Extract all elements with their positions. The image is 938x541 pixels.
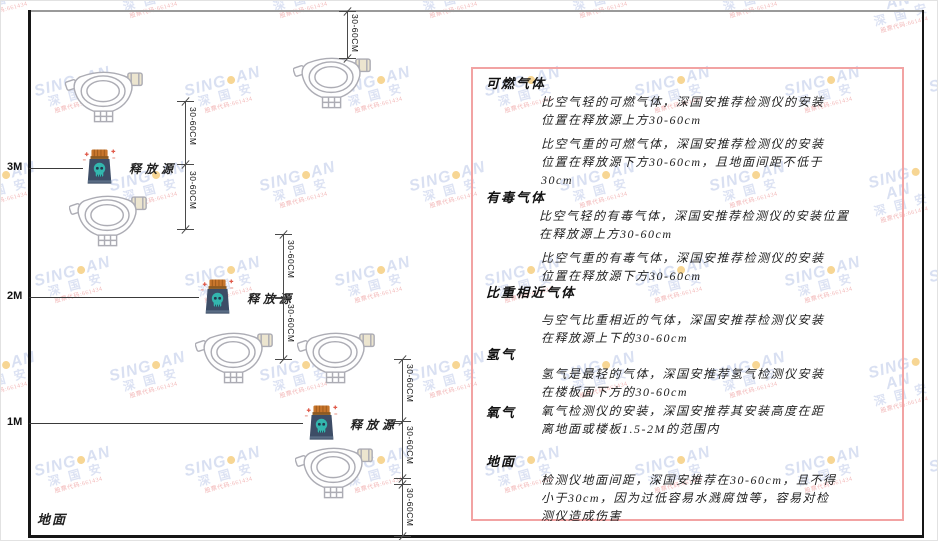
- dimension-label: 30-60CM: [405, 488, 415, 527]
- right-wall-line: [922, 10, 924, 538]
- watermark-dot-icon: [376, 455, 387, 465]
- watermark-dot-icon: [301, 170, 312, 180]
- section-heading-oxygen: 氧气: [486, 405, 517, 420]
- section-paragraph: 比空气轻的可燃气体，深国安推荐检测仪的安装 位置在释放源上方30-60cm: [541, 95, 825, 127]
- level-line-3m: [29, 168, 83, 169]
- section-paragraph: 比空气轻的有毒气体，深国安推荐检测仪的安装位置 在释放源上方30-60cm: [539, 209, 850, 241]
- section-paragraph: 与空气比重相近的气体，深国安推荐检测仪安装 在释放源上下的30-60cm: [541, 313, 825, 345]
- info-panel: 可燃气体 比空气轻的可燃气体，深国安推荐检测仪的安装 位置在释放源上方30-60c…: [471, 67, 904, 523]
- height-axis-line: [28, 10, 31, 538]
- level-line-2m: [29, 297, 199, 298]
- watermark-dot-icon: [910, 167, 921, 177]
- section-paragraph: 比空气重的有毒气体，深国安推荐检测仪的安装 位置在释放源下方30-60cm: [541, 251, 825, 283]
- section-paragraph: 比空气重的可燃气体，深国安推荐检测仪的安装 位置在释放源下方30-60cm，且地面…: [541, 137, 825, 187]
- watermark-dot-icon: [76, 455, 87, 465]
- section-paragraph: 检测仪地面间距，深国安推荐在30-60cm，且不得 小于30cm，因为过低容易水溅…: [541, 473, 837, 523]
- gas-detector-icon: [295, 441, 375, 499]
- section-paragraph: 氧气检测仪的安装，深国安推荐其安装高度在距 离地面或楼板1.5-2M的范围内: [541, 404, 825, 436]
- section-heading-ground: 地面: [486, 454, 517, 469]
- dimension-line: 30-60CM 30-60CM: [177, 97, 198, 234]
- watermark-dot-icon: [451, 170, 462, 180]
- watermark-dot-icon: [226, 265, 237, 275]
- connector-1m: [387, 423, 403, 424]
- release-source-label: 释放源: [350, 418, 399, 432]
- watermark-dot-icon: [76, 265, 87, 275]
- gas-detector-icon: [293, 51, 373, 109]
- release-source-icon: [199, 277, 237, 318]
- release-source-icon: [303, 403, 341, 444]
- watermark-dot-icon: [376, 265, 387, 275]
- dimension-label: 30-60CM: [286, 304, 296, 343]
- section-paragraph: 氢气是最轻的气体，深国安推荐氢气检测仪安装 在楼板面下方的30-60cm: [541, 367, 825, 399]
- section-heading-combustible: 可燃气体: [486, 76, 547, 91]
- watermark-dot-icon: [451, 360, 462, 370]
- release-source-icon: [81, 147, 119, 188]
- section-heading-hydrogen: 氢气: [486, 347, 517, 362]
- connector-2m: [269, 297, 284, 298]
- gas-detector-icon: [297, 326, 377, 384]
- level-line-1m: [29, 423, 303, 424]
- dimension-label: 30-60CM: [405, 426, 415, 465]
- axis-label-1m: 1M: [7, 416, 23, 428]
- gas-detector-icon: [69, 189, 149, 247]
- dimension-label: 30-60CM: [188, 171, 198, 210]
- ground-line: [28, 535, 924, 538]
- watermark-dot-icon: [226, 455, 237, 465]
- axis-label-3m: 3M: [7, 161, 23, 173]
- dimension-line: 30-60CM: [339, 7, 360, 63]
- watermark-dot-icon: [226, 75, 237, 85]
- dimension-label: 30-60CM: [350, 14, 360, 53]
- dimension-label: 30-60CM: [188, 107, 198, 146]
- ceiling-line: [29, 10, 924, 12]
- gas-detector-icon: [65, 65, 145, 123]
- dimension-label: 30-60CM: [405, 364, 415, 403]
- dimension-line: 30-60CM 30-60CM: [275, 230, 296, 364]
- release-source-label: 释放源: [129, 162, 178, 176]
- dimension-label: 30-60CM: [286, 240, 296, 279]
- watermark-dot-icon: [1, 360, 12, 370]
- axis-label-2m: 2M: [7, 290, 23, 302]
- section-heading-similar-density: 比重相近气体: [486, 285, 577, 300]
- gas-detector-icon: [195, 326, 275, 384]
- watermark-dot-icon: [910, 357, 921, 367]
- watermark-dot-icon: [151, 360, 162, 370]
- watermark-dot-icon: [376, 75, 387, 85]
- ground-label: 地面: [37, 512, 68, 527]
- section-heading-toxic: 有毒气体: [486, 190, 547, 205]
- dimension-line: 30-60CM 30-60CM 30-60CM: [394, 355, 415, 540]
